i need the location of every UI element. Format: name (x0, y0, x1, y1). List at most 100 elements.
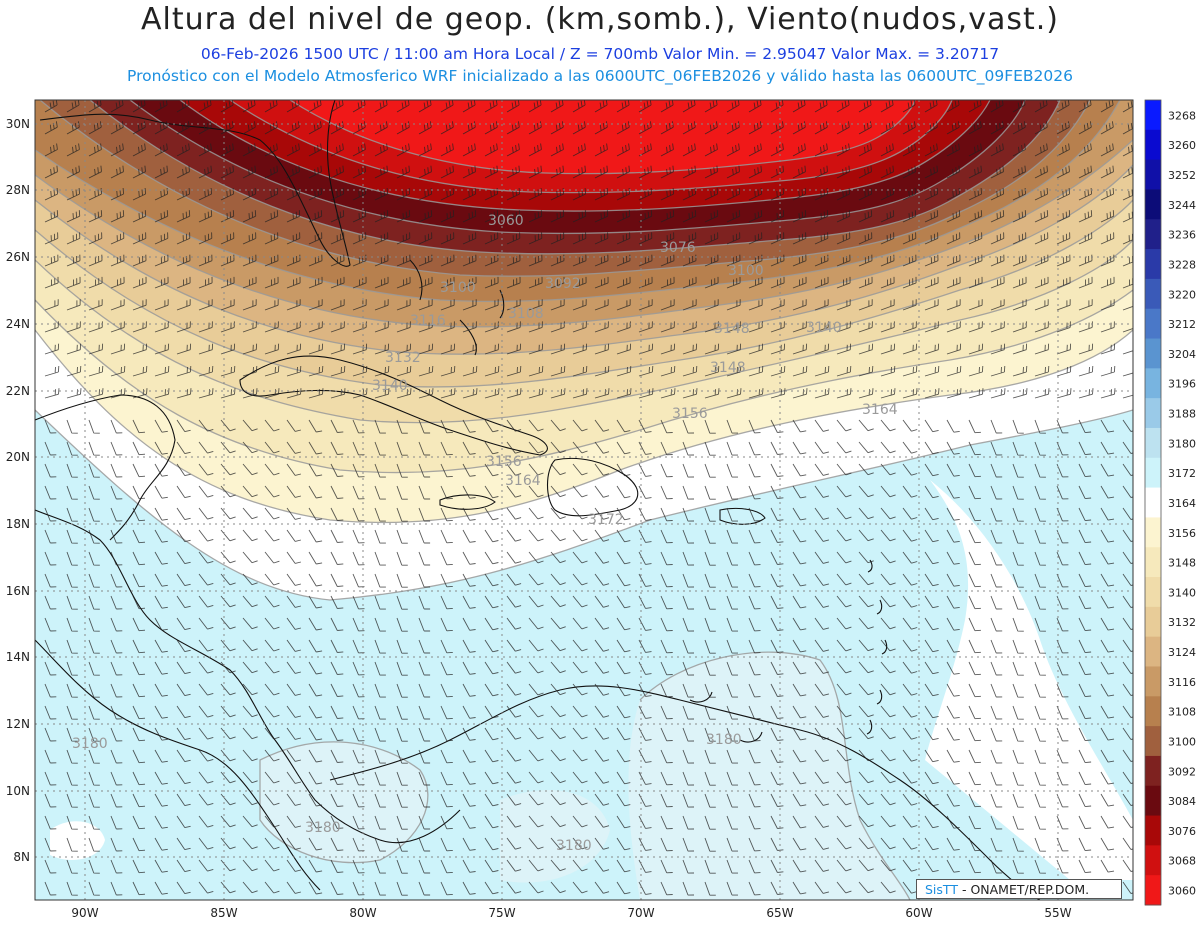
lon-label: 65W (766, 906, 793, 920)
lat-label: 16N (6, 584, 30, 598)
colorbar-level-label: 3132 (1168, 616, 1196, 629)
colorbar-swatch (1145, 189, 1161, 220)
colorbar-level-label: 3212 (1168, 318, 1196, 331)
colorbar-level-label: 3108 (1168, 706, 1196, 719)
colorbar-swatch (1145, 636, 1161, 667)
lon-label: 60W (905, 906, 932, 920)
lon-label: 85W (210, 906, 237, 920)
sistt-logo-text: SisTT (925, 882, 958, 897)
contour-label: 3116 (410, 313, 446, 329)
colorbar-level-label: 3236 (1168, 229, 1196, 242)
colorbar-level-label: 3204 (1168, 348, 1196, 361)
colorbar: 3268 3260 3252 3244 3236 3228 3220 3212 3204 3196… (1144, 99, 1196, 906)
map-subtitle-model-run: Pronóstico con el Modelo Atmosferico WRF… (127, 67, 1073, 85)
lon-label: 80W (349, 906, 376, 920)
lat-label: 18N (6, 517, 30, 531)
lat-label: 30N (6, 117, 30, 131)
colorbar-level-label: 3156 (1168, 527, 1196, 540)
contour-label: 3132 (385, 350, 421, 366)
lon-label: 90W (71, 906, 98, 920)
colorbar-swatch (1145, 457, 1161, 489)
lat-label: 8N (13, 850, 30, 864)
contour-label: 3180 (706, 732, 742, 748)
plot-frame (34, 99, 1134, 901)
contour-label: 3180 (556, 838, 592, 854)
colorbar-swatch (1145, 726, 1161, 757)
colorbar-level-label: 3252 (1168, 169, 1196, 182)
colorbar-level-label: 3268 (1168, 109, 1196, 122)
contour-label: 3156 (486, 454, 522, 470)
colorbar-level-label: 3116 (1168, 676, 1196, 689)
contour-label: 3060 (488, 213, 524, 229)
lat-label: 14N (6, 650, 30, 664)
contour-label: 3076 (660, 240, 696, 256)
contour-label: 3140 (372, 378, 408, 394)
colorbar-level-label: 3196 (1168, 378, 1196, 391)
lat-label: 12N (6, 717, 30, 731)
colorbar-level-label: 3260 (1168, 139, 1196, 152)
lat-label: 22N (6, 384, 30, 398)
contour-label: 3180 (305, 820, 341, 836)
lat-label: 20N (6, 450, 30, 464)
colorbar-swatch (1145, 666, 1161, 697)
colorbar-level-label: 3220 (1168, 288, 1196, 301)
colorbar-swatch (1145, 487, 1161, 518)
contour-label: 3108 (508, 306, 544, 322)
colorbar-frame (1144, 99, 1162, 906)
contour-label: 3140 (806, 320, 842, 336)
colorbar-swatch (1145, 577, 1161, 608)
contour-label: 3100 (440, 280, 476, 296)
colorbar-swatch (1145, 547, 1161, 578)
contour-label: 3148 (710, 360, 746, 376)
colorbar-level-label: 3228 (1168, 259, 1196, 272)
colorbar-swatch (1145, 875, 1161, 906)
lat-label: 26N (6, 250, 30, 264)
colorbar-swatch (1145, 219, 1161, 250)
colorbar-level-label: 3100 (1168, 736, 1196, 749)
colorbar-swatch (1145, 308, 1161, 340)
contour-label: 3148 (714, 321, 750, 337)
colorbar-swatch (1145, 338, 1161, 369)
colorbar-swatch (1145, 249, 1161, 280)
colorbar-swatch (1145, 129, 1161, 161)
credit-text: - ONAMET/REP.DOM. (957, 882, 1090, 897)
colorbar-level-label: 3244 (1168, 199, 1196, 212)
colorbar-level-label: 3188 (1168, 408, 1196, 421)
colorbar-swatch (1145, 278, 1161, 310)
colorbar-level-label: 3124 (1168, 646, 1196, 659)
contour-label: 3156 (672, 406, 708, 422)
lat-label: 10N (6, 784, 30, 798)
lon-label: 75W (488, 906, 515, 920)
contour-label: 3164 (505, 473, 541, 489)
colorbar-level-label: 3164 (1168, 497, 1196, 510)
colorbar-level-label: 3140 (1168, 586, 1196, 599)
colorbar-level-label: 3092 (1168, 765, 1196, 778)
map-subtitle-valid-time: 06-Feb-2026 1500 UTC / 11:00 am Hora Loc… (200, 45, 1000, 63)
colorbar-swatch (1145, 159, 1161, 190)
lat-lon-grid (35, 100, 1133, 900)
colorbar-swatch (1145, 517, 1161, 548)
wind-barb-field (44, 100, 1133, 896)
colorbar-swatch (1145, 755, 1161, 787)
lon-label: 55W (1044, 906, 1071, 920)
colorbar-swatch (1145, 606, 1161, 638)
colorbar-level-label: 3060 (1168, 885, 1196, 898)
contour-label: 3172 (588, 512, 624, 528)
colorbar-swatch (1145, 815, 1161, 846)
contour-label: 3164 (862, 402, 898, 418)
colorbar-swatch (1145, 785, 1161, 817)
wind-barbs (44, 100, 1133, 896)
map-title: Altura del nivel de geop. (km,somb.), Vi… (141, 2, 1059, 37)
lat-label: 24N (6, 317, 30, 331)
colorbar-level-label: 3180 (1168, 437, 1196, 450)
contour-label: 3092 (545, 276, 581, 292)
colorbar-level-label: 3148 (1168, 557, 1196, 570)
contour-label: 3100 (728, 263, 764, 279)
colorbar-swatch (1145, 100, 1161, 131)
lat-label: 28N (6, 183, 30, 197)
contour-label: 3180 (72, 736, 108, 752)
colorbar-level-label: 3068 (1168, 855, 1196, 868)
geopotential-shading: 3060 3076 3092 3100 3108 3116 3132 3140 … (35, 100, 1133, 900)
credit-box: SisTT - ONAMET/REP.DOM. (916, 879, 1122, 899)
